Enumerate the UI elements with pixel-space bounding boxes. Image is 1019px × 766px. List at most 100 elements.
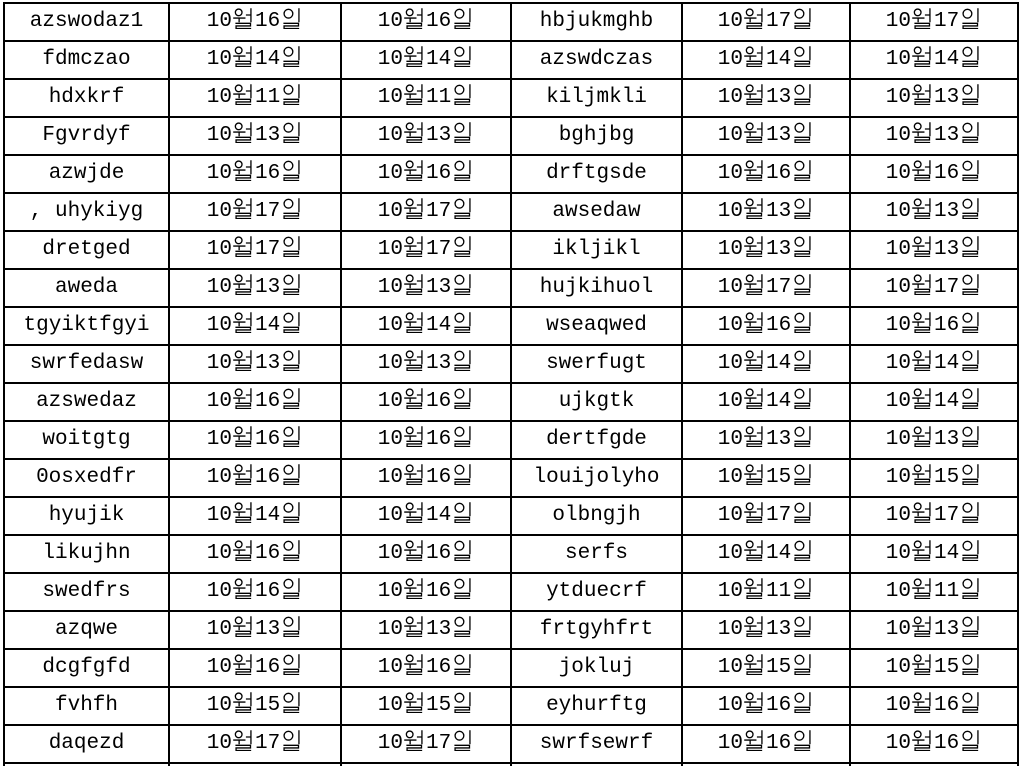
name-cell[interactable]: azqwe xyxy=(3,610,170,650)
name-cell[interactable]: frtgyhfrt xyxy=(510,610,683,650)
name-cell[interactable]: dertfgde xyxy=(510,420,683,460)
date-cell[interactable]: 10 14 xyxy=(340,40,512,80)
date-cell[interactable]: 10 14 xyxy=(340,496,512,536)
name-cell[interactable]: kiljmkli xyxy=(510,78,683,118)
name-cell[interactable]: likujhn xyxy=(3,534,170,574)
name-cell[interactable]: ytduecrf xyxy=(510,572,683,612)
date-cell[interactable]: 10 17 xyxy=(849,268,1019,308)
date-cell[interactable]: 10 14 xyxy=(681,382,851,422)
date-cell[interactable]: 10 13 xyxy=(681,230,851,270)
date-cell[interactable]: 10 16 xyxy=(340,154,512,194)
name-cell[interactable]: serfs xyxy=(510,534,683,574)
date-cell[interactable]: 10 13 xyxy=(340,268,512,308)
date-cell[interactable]: 10 17 xyxy=(681,2,851,42)
date-cell[interactable]: 10 13 xyxy=(681,192,851,232)
date-cell[interactable]: 10 14 xyxy=(681,40,851,80)
date-cell[interactable]: 10 16 xyxy=(168,648,342,688)
date-cell[interactable]: 10 13 xyxy=(340,344,512,384)
name-cell[interactable]: woitgtg xyxy=(3,420,170,460)
name-cell[interactable]: 0osxedfr xyxy=(3,458,170,498)
date-cell[interactable]: 10 13 xyxy=(168,116,342,156)
date-cell[interactable]: 10 16 xyxy=(340,572,512,612)
empty-cell[interactable] xyxy=(510,762,683,766)
date-cell[interactable]: 10 14 xyxy=(849,40,1019,80)
name-cell[interactable]: hyujik xyxy=(3,496,170,536)
date-cell[interactable]: 10 13 xyxy=(849,192,1019,232)
name-cell[interactable]: dcgfgfd xyxy=(3,648,170,688)
date-cell[interactable]: 10 13 xyxy=(681,420,851,460)
date-cell[interactable]: 10 15 xyxy=(681,458,851,498)
date-cell[interactable]: 10 13 xyxy=(168,268,342,308)
date-cell[interactable]: 10 14 xyxy=(681,534,851,574)
empty-cell[interactable] xyxy=(681,762,851,766)
name-cell[interactable]: awsedaw xyxy=(510,192,683,232)
date-cell[interactable]: 10 17 xyxy=(681,496,851,536)
name-cell[interactable]: olbngjh xyxy=(510,496,683,536)
date-cell[interactable]: 10 11 xyxy=(681,572,851,612)
date-cell[interactable]: 10 17 xyxy=(340,230,512,270)
date-cell[interactable]: 10 16 xyxy=(340,382,512,422)
name-cell[interactable]: jokluj xyxy=(510,648,683,688)
date-cell[interactable]: 10 14 xyxy=(681,344,851,384)
date-cell[interactable]: 10 16 xyxy=(849,154,1019,194)
name-cell[interactable]: daqezd xyxy=(3,724,170,764)
date-cell[interactable]: 10 13 xyxy=(168,610,342,650)
empty-cell[interactable] xyxy=(168,762,342,766)
date-cell[interactable]: 10 17 xyxy=(340,724,512,764)
date-cell[interactable]: 10 15 xyxy=(681,648,851,688)
date-cell[interactable]: 10 17 xyxy=(168,724,342,764)
name-cell[interactable]: swrfedasw xyxy=(3,344,170,384)
date-cell[interactable]: 10 17 xyxy=(340,192,512,232)
date-cell[interactable]: 10 14 xyxy=(168,306,342,346)
date-cell[interactable]: 10 13 xyxy=(849,420,1019,460)
name-cell[interactable]: azwjde xyxy=(3,154,170,194)
date-cell[interactable]: 10 15 xyxy=(849,458,1019,498)
date-cell[interactable]: 10 11 xyxy=(340,78,512,118)
name-cell[interactable]: wseaqwed xyxy=(510,306,683,346)
date-cell[interactable]: 10 13 xyxy=(849,78,1019,118)
name-cell[interactable]: tgyiktfgyi xyxy=(3,306,170,346)
empty-cell[interactable] xyxy=(3,762,170,766)
name-cell[interactable]: swrfsewrf xyxy=(510,724,683,764)
date-cell[interactable]: 10 13 xyxy=(340,610,512,650)
date-cell[interactable]: 10 14 xyxy=(168,496,342,536)
date-cell[interactable]: 10 16 xyxy=(168,382,342,422)
date-cell[interactable]: 10 14 xyxy=(849,344,1019,384)
name-cell[interactable]: hbjukmghb xyxy=(510,2,683,42)
date-cell[interactable]: 10 16 xyxy=(340,420,512,460)
date-cell[interactable]: 10 16 xyxy=(168,572,342,612)
name-cell[interactable]: louijolyho xyxy=(510,458,683,498)
date-cell[interactable]: 10 16 xyxy=(340,534,512,574)
name-cell[interactable]: ujkgtk xyxy=(510,382,683,422)
date-cell[interactable]: 10 16 xyxy=(340,2,512,42)
date-cell[interactable]: 10 16 xyxy=(340,648,512,688)
date-cell[interactable]: 10 15 xyxy=(340,686,512,726)
date-cell[interactable]: 10 13 xyxy=(849,230,1019,270)
date-cell[interactable]: 10 13 xyxy=(681,610,851,650)
name-cell[interactable]: ikljikl xyxy=(510,230,683,270)
date-cell[interactable]: 10 13 xyxy=(681,78,851,118)
name-cell[interactable]: azswedaz xyxy=(3,382,170,422)
date-cell[interactable]: 10 16 xyxy=(681,154,851,194)
date-cell[interactable]: 10 13 xyxy=(849,610,1019,650)
empty-cell[interactable] xyxy=(849,762,1019,766)
date-cell[interactable]: 10 16 xyxy=(168,534,342,574)
date-cell[interactable]: 10 16 xyxy=(340,458,512,498)
name-cell[interactable]: hdxkrf xyxy=(3,78,170,118)
name-cell[interactable]: hujkihuol xyxy=(510,268,683,308)
name-cell[interactable]: fdmczao xyxy=(3,40,170,80)
date-cell[interactable]: 10 16 xyxy=(849,686,1019,726)
date-cell[interactable]: 10 16 xyxy=(168,2,342,42)
date-cell[interactable]: 10 16 xyxy=(168,154,342,194)
name-cell[interactable]: fvhfh xyxy=(3,686,170,726)
date-cell[interactable]: 10 16 xyxy=(168,420,342,460)
date-cell[interactable]: 10 14 xyxy=(168,40,342,80)
date-cell[interactable]: 10 17 xyxy=(849,2,1019,42)
name-cell[interactable]: Fgvrdyf xyxy=(3,116,170,156)
name-cell[interactable]: aweda xyxy=(3,268,170,308)
date-cell[interactable]: 10 16 xyxy=(681,686,851,726)
name-cell[interactable]: eyhurftg xyxy=(510,686,683,726)
date-cell[interactable]: 10 17 xyxy=(849,496,1019,536)
date-cell[interactable]: 10 13 xyxy=(681,116,851,156)
date-cell[interactable]: 10 11 xyxy=(849,572,1019,612)
